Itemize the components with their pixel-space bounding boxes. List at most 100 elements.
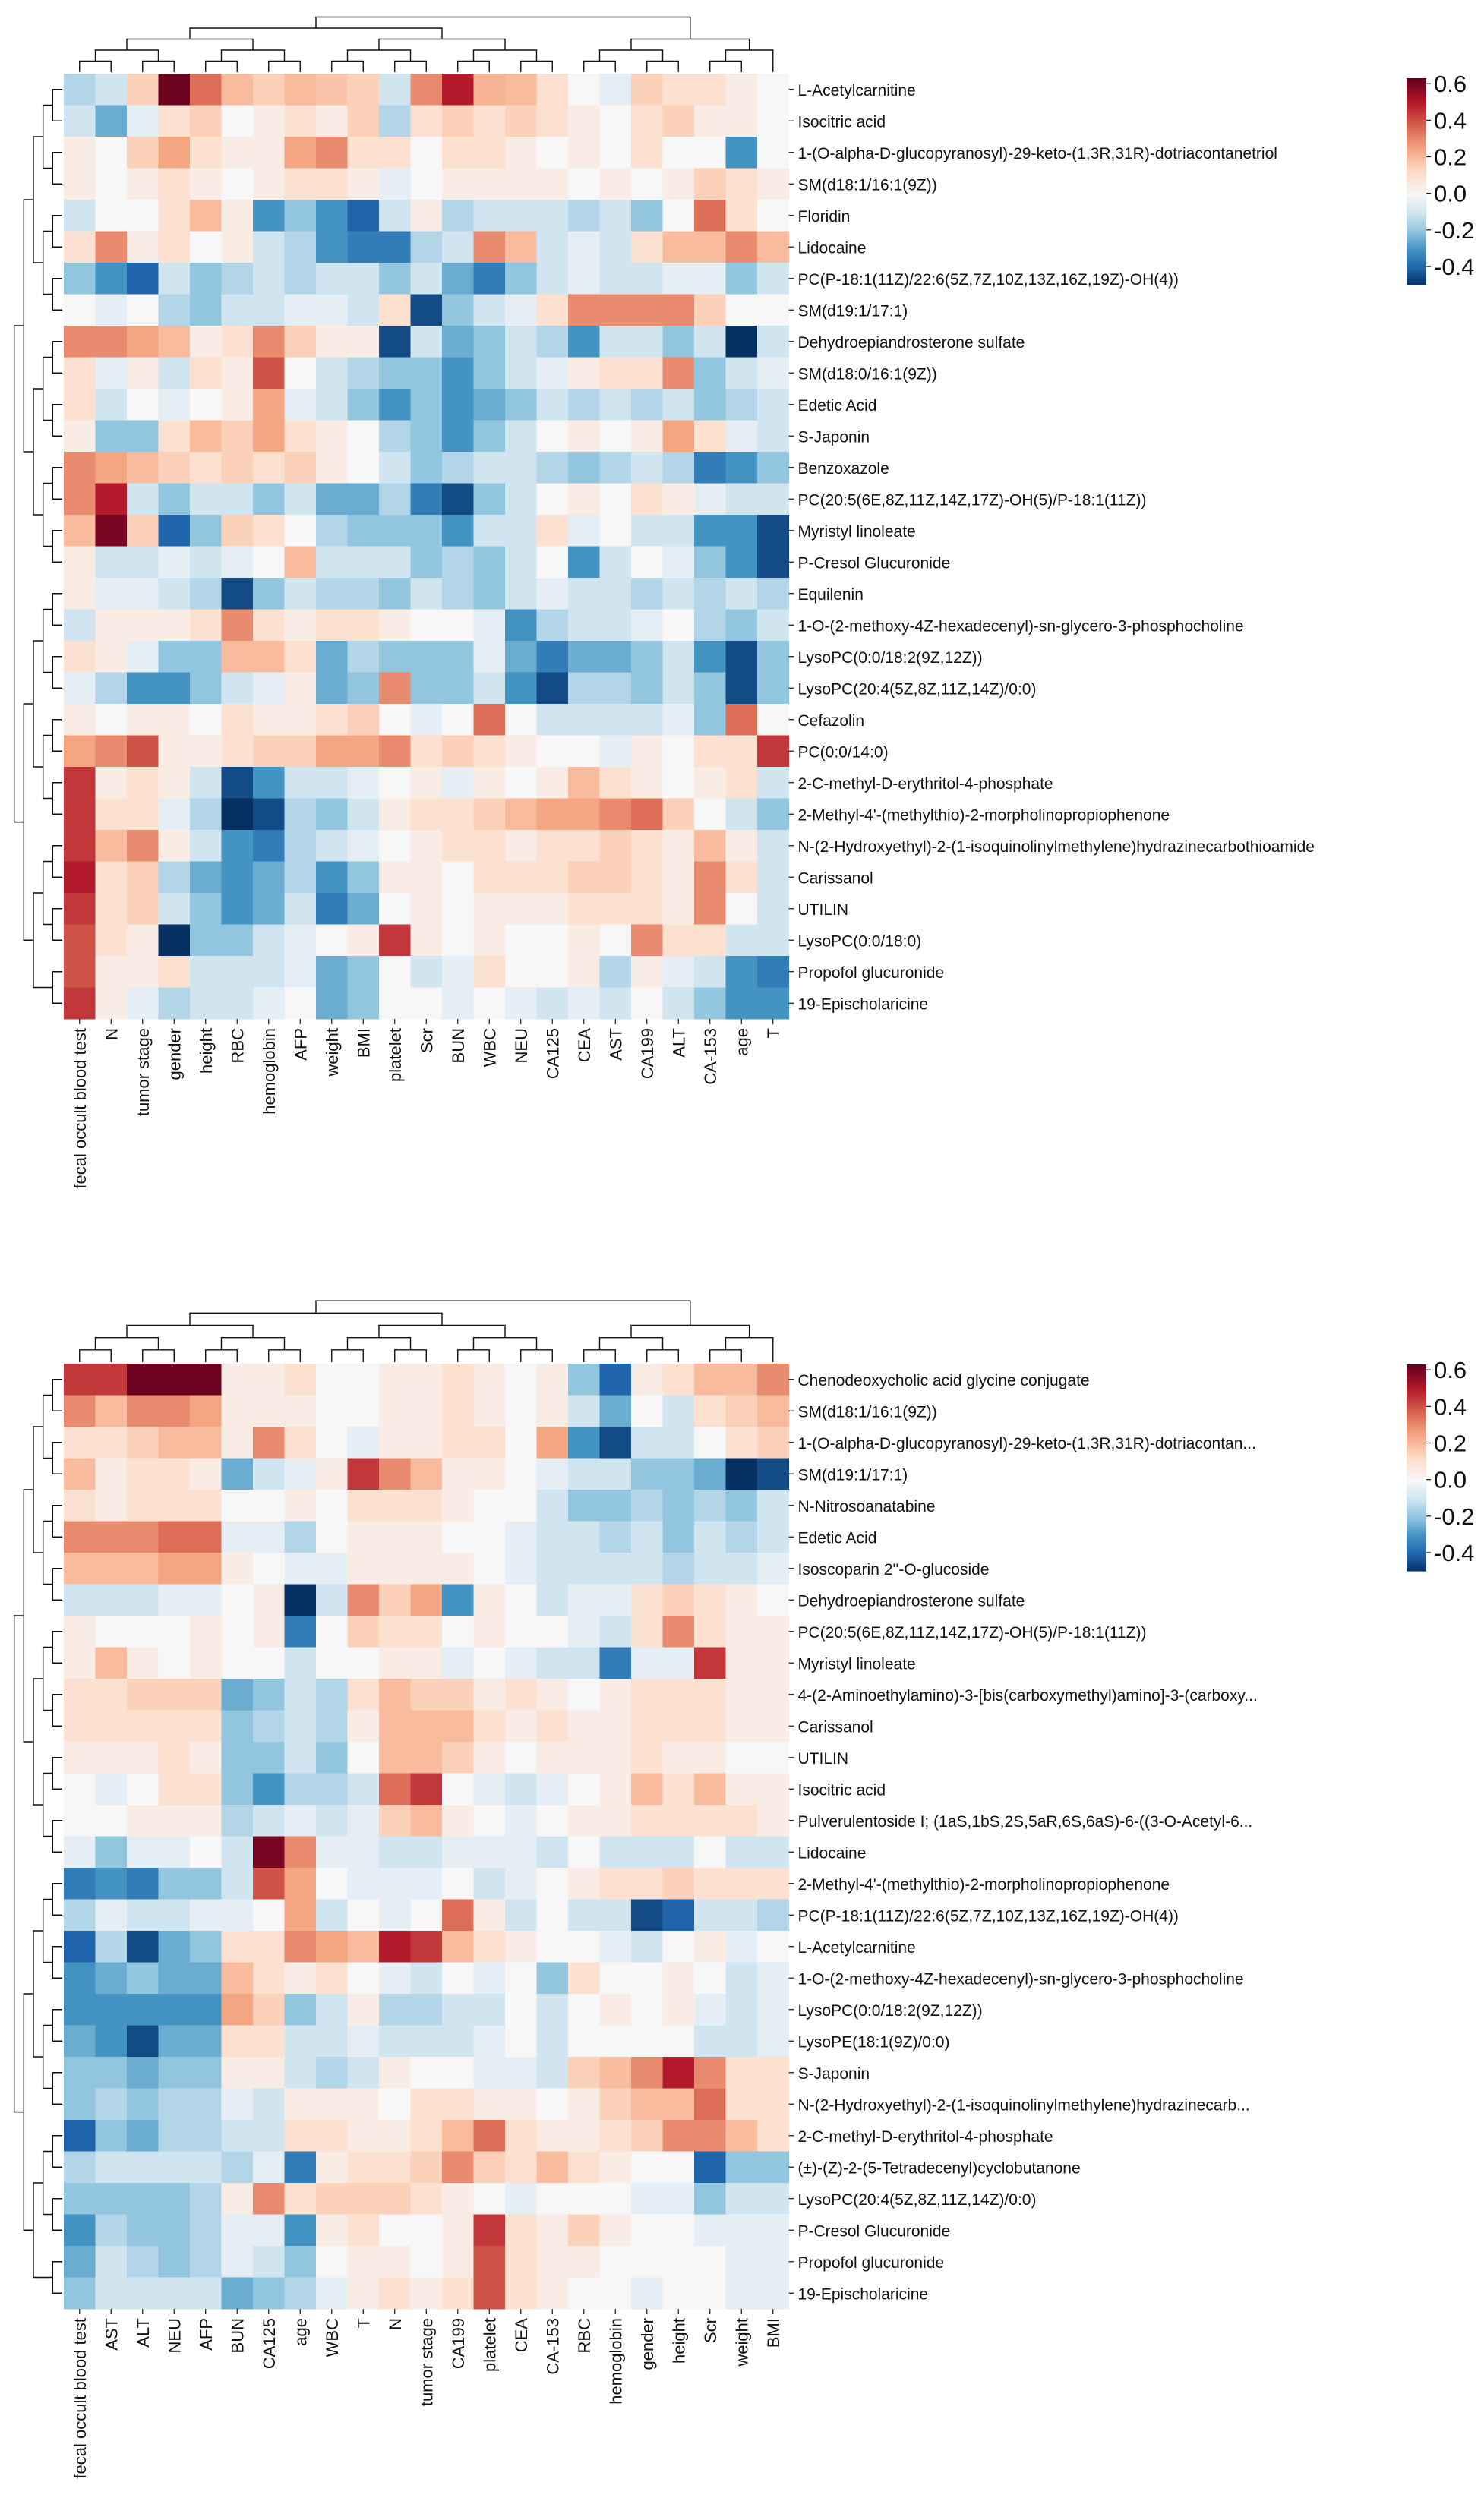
top-heatmap-cell bbox=[316, 830, 348, 862]
top-heatmap-cell bbox=[253, 200, 285, 232]
top-heatmap-cell bbox=[127, 861, 159, 894]
bottom-heatmap-cell bbox=[64, 1899, 96, 1932]
top-heatmap-cell bbox=[442, 231, 474, 263]
bottom-colorbar-segment bbox=[1407, 1540, 1426, 1544]
top-heatmap-cell bbox=[95, 200, 128, 232]
bottom-heatmap-cell bbox=[221, 1458, 254, 1490]
top-heatmap-cell bbox=[316, 231, 348, 263]
bottom-row-dendrogram-link bbox=[42, 1898, 53, 1963]
bottom-colorbar-segment bbox=[1407, 1501, 1426, 1505]
bottom-heatmap-cell bbox=[221, 1395, 254, 1427]
top-heatmap-cell bbox=[95, 830, 128, 862]
bottom-heatmap-cell bbox=[694, 1931, 726, 1963]
top-heatmap-cell bbox=[221, 672, 254, 705]
top-heatmap-cell bbox=[64, 326, 96, 358]
top-heatmap-cell bbox=[662, 231, 695, 263]
bottom-heatmap-cell bbox=[473, 2277, 506, 2310]
top-heatmap-cell bbox=[347, 105, 380, 137]
bottom-heatmap-cell bbox=[725, 2151, 758, 2184]
top-row-label: 1-(O-alpha-D-glucopyranosyl)-29-keto-(1,… bbox=[798, 145, 1277, 162]
bottom-heatmap-cell bbox=[757, 2277, 789, 2310]
bottom-heatmap-cell bbox=[725, 1490, 758, 1522]
bottom-column-label: N bbox=[386, 2318, 405, 2330]
bottom-row-label: Edetic Acid bbox=[798, 1529, 877, 1547]
top-colorbar-segment bbox=[1407, 156, 1426, 159]
bottom-heatmap-cell bbox=[599, 2088, 632, 2121]
bottom-heatmap-cell bbox=[410, 1931, 443, 1963]
bottom-heatmap-cell bbox=[95, 1490, 128, 1522]
bottom-heatmap-cell bbox=[158, 2246, 191, 2278]
bottom-heatmap-cell bbox=[725, 1458, 758, 1490]
bottom-column-dendrogram-link bbox=[520, 1349, 553, 1362]
bottom-heatmap-cell bbox=[158, 2120, 191, 2152]
bottom-heatmap-cell bbox=[64, 1616, 96, 1648]
bottom-heatmap-cell bbox=[568, 1868, 600, 1900]
top-row-label: UTILIN bbox=[798, 901, 849, 919]
top-heatmap-cell bbox=[64, 735, 96, 768]
top-heatmap-cell bbox=[599, 420, 632, 453]
bottom-heatmap-cell bbox=[95, 1647, 128, 1679]
top-row-dendrogram-link bbox=[33, 136, 43, 263]
top-heatmap-cell bbox=[725, 987, 758, 1020]
top-heatmap-cell bbox=[253, 74, 285, 106]
bottom-heatmap-cell bbox=[694, 1836, 726, 1869]
bottom-heatmap-cell bbox=[662, 1490, 695, 1522]
bottom-heatmap-cell bbox=[568, 2246, 600, 2278]
bottom-heatmap-cell bbox=[725, 1742, 758, 1774]
top-heatmap-cell bbox=[662, 672, 695, 705]
bottom-column-label: CEA bbox=[512, 2318, 531, 2353]
top-heatmap-cell bbox=[662, 105, 695, 137]
top-heatmap-cell bbox=[410, 74, 443, 106]
bottom-heatmap-cell bbox=[505, 2277, 537, 2310]
bottom-heatmap-cell bbox=[473, 2057, 506, 2089]
top-heatmap-cell bbox=[568, 767, 600, 799]
bottom-heatmap-cell bbox=[379, 1364, 411, 1396]
bottom-heatmap-cell bbox=[662, 1742, 695, 1774]
top-colorbar-segment bbox=[1407, 259, 1426, 262]
bottom-colorbar-segment bbox=[1407, 1555, 1426, 1559]
bottom-heatmap-cell bbox=[410, 1962, 443, 1995]
bottom-heatmap-cell bbox=[599, 1679, 632, 1711]
bottom-heatmap-cell bbox=[599, 2057, 632, 2089]
top-heatmap-cell bbox=[505, 420, 537, 453]
bottom-heatmap-cell bbox=[568, 1710, 600, 1743]
bottom-heatmap-cell bbox=[662, 1899, 695, 1932]
bottom-heatmap-cell bbox=[190, 1773, 222, 1806]
top-heatmap-cell bbox=[662, 956, 695, 988]
bottom-heatmap-cell bbox=[253, 1553, 285, 1585]
top-heatmap-cell bbox=[725, 609, 758, 642]
bottom-heatmap-cell bbox=[599, 1742, 632, 1774]
bottom-heatmap-cell bbox=[568, 1553, 600, 1585]
bottom-heatmap-cell bbox=[725, 1364, 758, 1396]
top-heatmap-cell bbox=[190, 893, 222, 925]
top-colorbar-segment bbox=[1407, 189, 1426, 193]
bottom-heatmap-cell bbox=[253, 1994, 285, 2026]
top-heatmap-cell bbox=[64, 893, 96, 925]
bottom-heatmap-cell bbox=[127, 1962, 159, 1995]
top-heatmap-cell bbox=[316, 546, 348, 579]
bottom-heatmap-cell bbox=[190, 1553, 222, 1585]
top-column-label: Scr bbox=[417, 1028, 436, 1053]
top-row-dendrogram-link bbox=[52, 593, 62, 626]
bottom-colorbar-segment bbox=[1407, 1475, 1426, 1479]
bottom-heatmap-cell bbox=[379, 2277, 411, 2310]
bottom-heatmap-cell bbox=[316, 1773, 348, 1806]
bottom-heatmap-cell bbox=[221, 1962, 254, 1995]
bottom-heatmap-cell bbox=[757, 2151, 789, 2184]
bottom-heatmap-cell bbox=[64, 1931, 96, 1963]
bottom-heatmap-cell bbox=[505, 1584, 537, 1616]
bottom-heatmap-cell bbox=[505, 1647, 537, 1679]
bottom-heatmap-cell bbox=[95, 1553, 128, 1585]
bottom-heatmap-cell bbox=[694, 1427, 726, 1459]
top-heatmap-cell bbox=[347, 861, 380, 894]
bottom-heatmap-cell bbox=[379, 2151, 411, 2184]
bottom-heatmap-cell bbox=[599, 1931, 632, 1963]
bottom-heatmap-cell bbox=[64, 1805, 96, 1837]
top-heatmap-cell bbox=[410, 987, 443, 1020]
bottom-heatmap-cell bbox=[158, 1742, 191, 1774]
top-column-dendrogram-link bbox=[126, 38, 254, 50]
bottom-heatmap-cell bbox=[284, 1994, 317, 2026]
bottom-heatmap-cell bbox=[442, 1395, 474, 1427]
bottom-heatmap-cell bbox=[442, 1679, 474, 1711]
bottom-heatmap-cell bbox=[505, 1836, 537, 1869]
